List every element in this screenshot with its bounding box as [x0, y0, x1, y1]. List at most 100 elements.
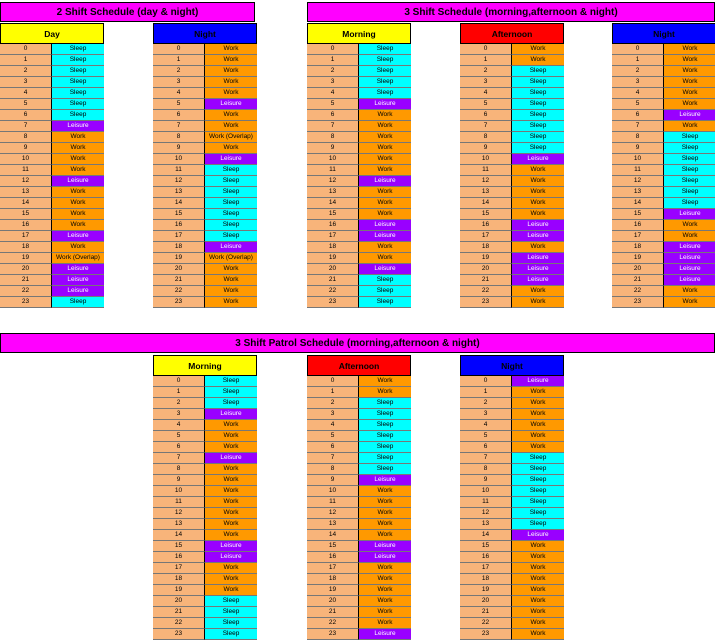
activity-cell: Sleep — [664, 132, 715, 143]
hour-cell: 0 — [460, 376, 512, 387]
activity-cell: Leisure — [359, 475, 411, 486]
hour-cell: 8 — [307, 132, 359, 143]
hour-cell: 6 — [153, 110, 205, 121]
hour-cell: 3 — [307, 409, 359, 420]
hour-cell: 6 — [460, 442, 512, 453]
hour-cell: 16 — [460, 220, 512, 231]
activity-cell: Sleep — [664, 154, 715, 165]
hour-cell: 16 — [307, 552, 359, 563]
table-row: 14 Work — [307, 198, 411, 209]
hour-cell: 13 — [307, 187, 359, 198]
activity-cell: Sleep — [205, 398, 257, 409]
table-row: 2 Work — [460, 398, 564, 409]
hour-cell: 5 — [153, 431, 205, 442]
hour-cell: 3 — [460, 77, 512, 88]
activity-cell: Leisure — [512, 220, 564, 231]
hour-cell: 8 — [153, 132, 205, 143]
hour-cell: 7 — [307, 453, 359, 464]
hour-cell: 19 — [153, 585, 205, 596]
activity-cell: Sleep — [52, 297, 104, 308]
activity-cell: Work — [512, 165, 564, 176]
table-row: 5 Sleep — [307, 431, 411, 442]
table-row: 7 Sleep — [460, 453, 564, 464]
hour-cell: 10 — [460, 154, 512, 165]
hour-cell: 13 — [307, 519, 359, 530]
hour-cell: 18 — [612, 242, 664, 253]
schedule-3-shift-night: Night 0 Work 1 Work 2 Work 3 Work 4 Work 5 Work 6 Lei… — [612, 23, 715, 308]
table-row: 19 Work — [460, 585, 564, 596]
hour-cell: 21 — [307, 607, 359, 618]
table-row: 9 Work — [307, 143, 411, 154]
hour-cell: 5 — [307, 99, 359, 110]
activity-cell: Work — [205, 286, 257, 297]
hour-cell: 22 — [153, 286, 205, 297]
table-row: 14 Work — [307, 530, 411, 541]
hour-cell: 2 — [153, 398, 205, 409]
hour-cell: 3 — [460, 409, 512, 420]
hour-cell: 11 — [153, 165, 205, 176]
column-header-morning: Morning — [307, 23, 411, 44]
activity-cell: Work — [205, 475, 257, 486]
activity-cell: Leisure — [52, 121, 104, 132]
table-row: 0 Sleep — [0, 44, 104, 55]
hour-cell: 22 — [460, 618, 512, 629]
table-row: 6 Sleep — [460, 110, 564, 121]
schedule-rows: 0 Work 1 Work 2 Sleep 3 Sleep 4 Sleep 5 Sleep 6 Sleep… — [307, 376, 411, 640]
table-row: 14 Leisure — [460, 530, 564, 541]
hour-cell: 7 — [460, 453, 512, 464]
table-row: 23 Work — [460, 629, 564, 640]
table-row: 11 Sleep — [153, 165, 257, 176]
hour-cell: 9 — [0, 143, 52, 154]
column-header-day: Day — [0, 23, 104, 44]
hour-cell: 4 — [307, 88, 359, 99]
activity-cell: Leisure — [205, 541, 257, 552]
table-row: 9 Leisure — [307, 475, 411, 486]
table-row: 20 Leisure — [0, 264, 104, 275]
hour-cell: 7 — [153, 453, 205, 464]
table-row: 18 Work — [460, 242, 564, 253]
activity-cell: Sleep — [52, 55, 104, 66]
table-row: 7 Work — [153, 121, 257, 132]
table-row: 6 Work — [153, 110, 257, 121]
table-row: 3 Work — [153, 77, 257, 88]
hour-cell: 4 — [153, 88, 205, 99]
table-row: 15 Leisure — [153, 541, 257, 552]
table-row: 6 Work — [307, 110, 411, 121]
hour-cell: 14 — [0, 198, 52, 209]
table-row: 11 Sleep — [460, 497, 564, 508]
hour-cell: 6 — [153, 442, 205, 453]
hour-cell: 14 — [612, 198, 664, 209]
table-row: 4 Work — [460, 420, 564, 431]
activity-cell: Leisure — [512, 376, 564, 387]
table-row: 15 Sleep — [153, 209, 257, 220]
column-header-morning: Morning — [153, 355, 257, 376]
table-row: 11 Work — [153, 497, 257, 508]
activity-cell: Leisure — [664, 264, 715, 275]
hour-cell: 21 — [153, 607, 205, 618]
column-header-afternoon: Afternoon — [307, 355, 411, 376]
hour-cell: 9 — [307, 475, 359, 486]
table-row: 5 Work — [460, 431, 564, 442]
activity-cell: Work — [512, 574, 564, 585]
table-row: 4 Work — [612, 88, 715, 99]
table-row: 13 Sleep — [612, 187, 715, 198]
activity-cell: Work — [359, 242, 411, 253]
table-row: 20 Sleep — [153, 596, 257, 607]
table-row: 4 Sleep — [307, 420, 411, 431]
hour-cell: 18 — [153, 574, 205, 585]
activity-cell: Work — [205, 44, 257, 55]
hour-cell: 19 — [460, 585, 512, 596]
table-row: 20 Work — [307, 596, 411, 607]
hour-cell: 10 — [153, 486, 205, 497]
activity-cell: Leisure — [359, 541, 411, 552]
activity-cell: Work — [52, 198, 104, 209]
hour-cell: 14 — [460, 198, 512, 209]
hour-cell: 8 — [307, 464, 359, 475]
activity-cell: Work — [359, 154, 411, 165]
hour-cell: 17 — [460, 231, 512, 242]
hour-cell: 14 — [307, 198, 359, 209]
activity-cell: Work — [205, 563, 257, 574]
activity-cell: Work — [359, 530, 411, 541]
hour-cell: 18 — [307, 574, 359, 585]
table-row: 5 Work — [612, 99, 715, 110]
